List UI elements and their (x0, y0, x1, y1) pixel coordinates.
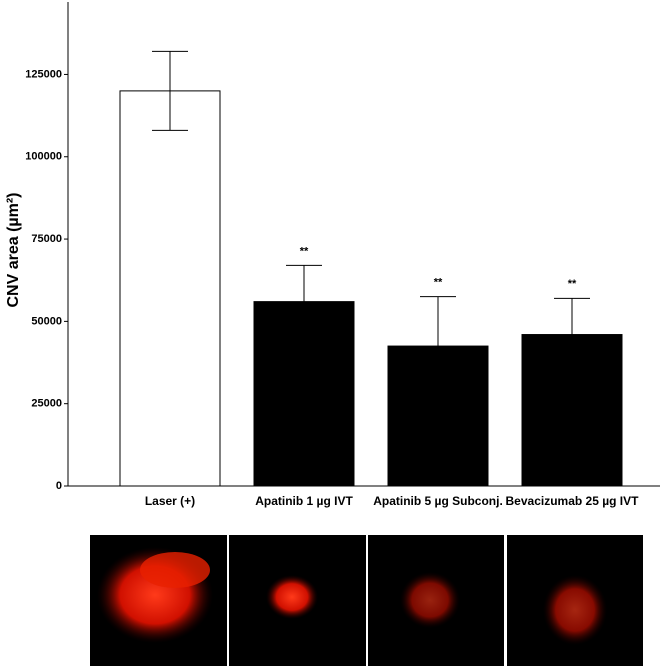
y-tick-label: 0 (56, 480, 62, 492)
error-bar (420, 296, 456, 396)
micrograph (229, 535, 366, 666)
micrograph-signal (543, 575, 607, 645)
significance-label: ** (568, 278, 577, 290)
y-tick-label: 25000 (31, 398, 62, 410)
error-bar (554, 297, 590, 372)
x-tick-label: Laser (+) (144, 494, 196, 508)
micrograph (368, 535, 504, 666)
y-tick-label: 125000 (25, 68, 62, 80)
micrograph-signal (97, 547, 213, 643)
micrograph (507, 535, 643, 666)
error-bar (286, 264, 322, 339)
micrograph-signal (266, 575, 318, 619)
significance-label: ** (434, 277, 443, 289)
micrograph (90, 535, 227, 666)
micrograph-signal (140, 552, 210, 588)
bar (119, 90, 221, 487)
x-tick-label: Apatinib 1 µg IVT (255, 494, 353, 508)
y-tick-label: 75000 (31, 233, 62, 245)
y-tick-label: 100000 (25, 151, 62, 163)
x-tick-label: Bevacizumab 25 µg IVT (505, 494, 639, 508)
chart: CNV area (µm²) 0 25000 50000 75000 100000 125… (5, 2, 660, 492)
y-axis-label: CNV area (µm²) (5, 192, 22, 307)
x-tick-label: Apatinib 5 µg Subconj. (373, 494, 503, 508)
micrograph-signal (400, 572, 460, 628)
error-bar (152, 50, 188, 131)
y-tick-label: 50000 (31, 315, 62, 327)
significance-label: ** (300, 245, 309, 257)
